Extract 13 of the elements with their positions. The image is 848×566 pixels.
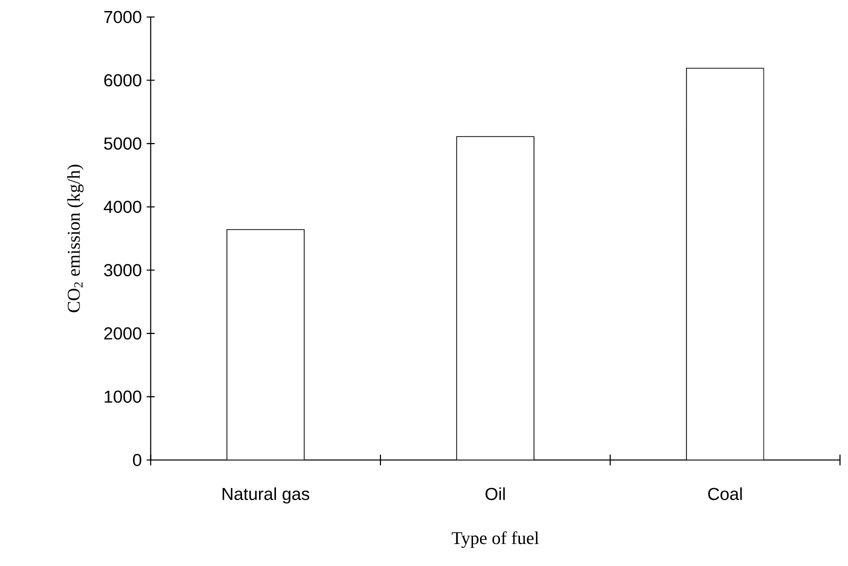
y-tick-label: 5000 — [104, 137, 142, 150]
y-tick-label: 7000 — [104, 10, 142, 24]
y-tick-label: 0 — [132, 454, 142, 466]
y-tick-label: 3000 — [104, 264, 142, 276]
y-tick-label: 6000 — [104, 74, 142, 86]
x-axis-title: Type of fuel — [452, 531, 539, 548]
y-tick-label: 2000 — [104, 327, 142, 340]
y-tick-label: 1000 — [104, 390, 142, 403]
y-axis-title: CO$_{2}$ emission (kg/h) — [67, 164, 84, 312]
x-tick-label: Coal — [708, 487, 742, 500]
y-tick-label: 4000 — [104, 200, 142, 213]
x-tick-label: Natural gas — [222, 487, 310, 504]
x-tick-label: Oil — [486, 487, 505, 500]
